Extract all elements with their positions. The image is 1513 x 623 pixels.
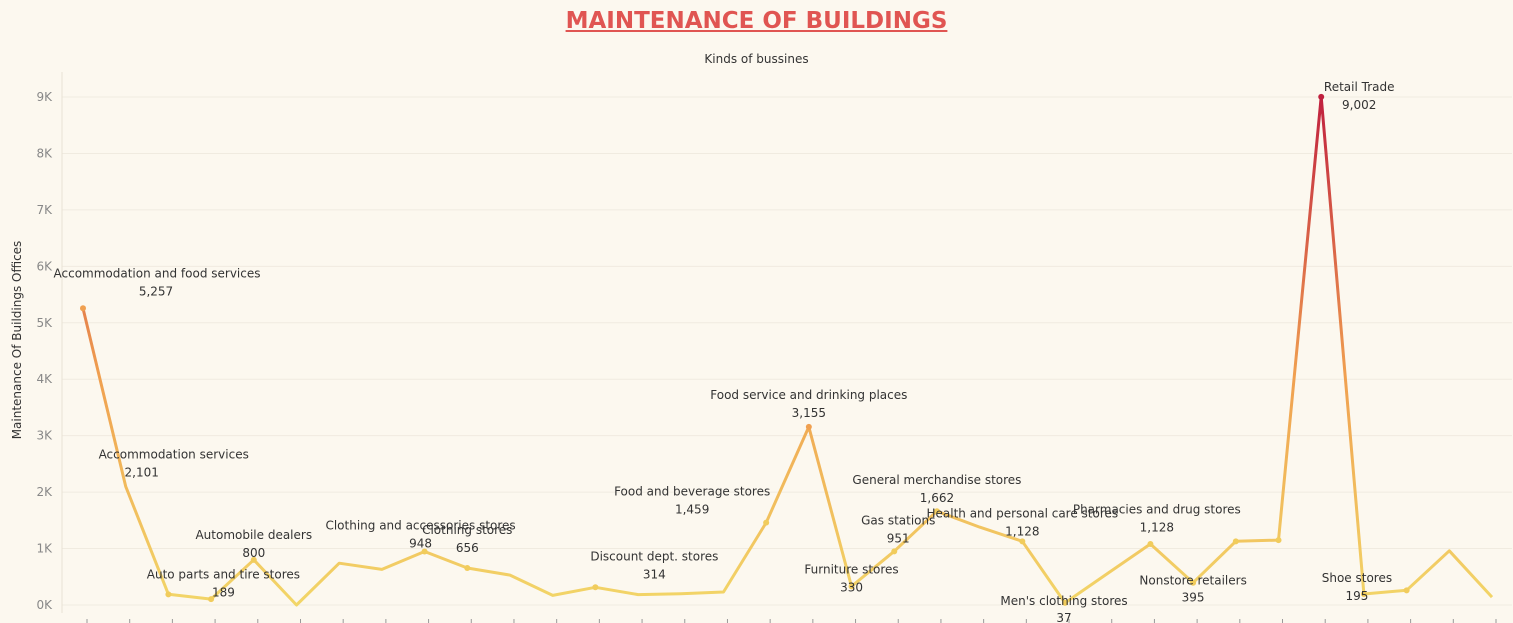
data-point xyxy=(208,596,215,603)
data-label-name: Clothing and accessories stores xyxy=(325,518,515,532)
data-point xyxy=(592,584,599,591)
series-line xyxy=(81,95,1494,607)
data-label-name: Retail Trade xyxy=(1324,80,1395,94)
data-label-value: 1,662 xyxy=(920,491,954,505)
data-point xyxy=(1190,579,1197,586)
chart-subtitle: Kinds of bussines xyxy=(704,52,809,66)
data-label-value: 195 xyxy=(1345,589,1368,603)
data-label-name: Pharmacies and drug stores xyxy=(1073,502,1241,516)
series-line-path xyxy=(81,95,1494,607)
data-label-name: Accommodation and food services xyxy=(54,266,261,280)
data-label-name: Clothing stores xyxy=(422,523,512,537)
data-label-value: 9,002 xyxy=(1342,98,1376,112)
y-axis-label: Maintenance Of Buildings Offices xyxy=(10,241,24,440)
grid xyxy=(61,72,1512,613)
data-label-name: Accommodation services xyxy=(99,447,249,461)
y-tick-label: 7K xyxy=(36,203,53,217)
data-point xyxy=(933,508,940,515)
data-label-name: Automobile dealers xyxy=(195,528,312,542)
y-tick-label: 1K xyxy=(36,542,53,556)
data-point xyxy=(763,519,770,526)
data-label-name: General merchandise stores xyxy=(852,473,1021,487)
data-point xyxy=(1275,537,1282,544)
data-point xyxy=(1232,538,1239,545)
data-label-value: 3,155 xyxy=(792,406,826,420)
data-label-name: Furniture stores xyxy=(804,562,898,576)
y-tick-label: 0K xyxy=(36,598,53,612)
data-label-name: Food and beverage stores xyxy=(614,485,770,499)
data-labels: Accommodation and food services 5,257 Acco… xyxy=(54,80,1395,623)
y-tick-label: 8K xyxy=(36,146,53,160)
data-point xyxy=(464,564,471,571)
chart-title: MAINTENANCE OF BUILDINGS xyxy=(565,8,948,34)
data-point xyxy=(1019,538,1026,545)
data-label-value: 5,257 xyxy=(139,284,173,298)
data-label-value: 1,128 xyxy=(1140,520,1174,534)
y-axis: 0K 1K 2K 3K 4K 5K 6K 7K 8K 9K xyxy=(36,90,53,612)
y-tick-label: 4K xyxy=(36,372,53,386)
data-label-name: Shoe stores xyxy=(1322,571,1392,585)
data-label-value: 330 xyxy=(840,580,863,594)
data-label-name: Nonstore retailers xyxy=(1139,574,1246,588)
data-point xyxy=(848,583,855,590)
data-label-value: 37 xyxy=(1056,611,1071,623)
data-point xyxy=(1403,587,1410,594)
data-label-value: 1,128 xyxy=(1005,524,1039,538)
data-label-value: 951 xyxy=(887,531,910,545)
data-point xyxy=(421,548,428,555)
data-label-name: Men's clothing stores xyxy=(1000,594,1127,608)
data-label-name: Gas stations xyxy=(861,513,935,527)
data-point xyxy=(250,556,257,563)
data-point xyxy=(1147,541,1154,548)
data-label-value: 314 xyxy=(643,567,666,581)
data-label-name: Food service and drinking places xyxy=(710,388,907,402)
data-label-value: 800 xyxy=(242,546,265,560)
data-label-value: 189 xyxy=(212,585,235,599)
data-label-value: 1,459 xyxy=(675,503,709,517)
data-label-name: Discount dept. stores xyxy=(590,549,718,563)
data-label-value: 656 xyxy=(456,541,479,555)
data-point xyxy=(891,548,898,555)
y-tick-label: 2K xyxy=(36,485,53,499)
data-point xyxy=(165,591,172,598)
data-point xyxy=(1062,599,1069,606)
x-axis-ticks xyxy=(86,619,1497,623)
y-tick-label: 6K xyxy=(36,259,53,273)
data-label-name: Health and personal care stores xyxy=(926,506,1118,520)
y-tick-label: 9K xyxy=(36,90,53,104)
data-label-name: Auto parts and tire stores xyxy=(147,567,300,581)
data-point xyxy=(1318,93,1325,100)
data-point xyxy=(80,305,86,312)
data-label-value: 395 xyxy=(1182,591,1205,605)
y-tick-label: 3K xyxy=(36,429,53,443)
y-tick-label: 5K xyxy=(36,316,53,330)
data-point xyxy=(805,423,812,430)
data-point xyxy=(1360,590,1367,597)
data-points xyxy=(80,93,1410,606)
data-label-value: 2,101 xyxy=(125,465,159,479)
data-label-value: 948 xyxy=(409,536,432,550)
